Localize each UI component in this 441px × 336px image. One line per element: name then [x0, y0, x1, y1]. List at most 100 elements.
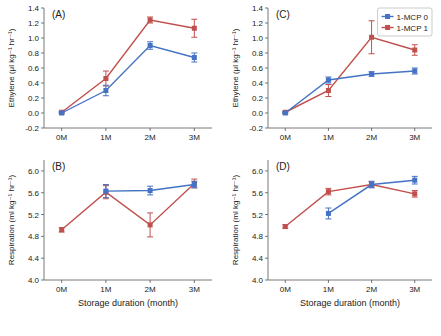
y-tick-label: 5.6	[28, 189, 40, 198]
y-tick-label: 0.2	[28, 94, 40, 103]
error-bar	[412, 191, 418, 198]
y-tick-label: -0.2	[249, 124, 263, 133]
marker	[369, 72, 374, 77]
series	[282, 182, 417, 229]
x-tick-label: 1M	[323, 133, 334, 142]
y-tick-label: 4.0	[252, 276, 264, 285]
series-line	[62, 183, 195, 229]
panel-label: (B)	[52, 161, 65, 172]
x-tick	[414, 280, 415, 283]
y-tick	[41, 98, 44, 99]
error-bar	[369, 72, 375, 77]
x-tick-label: 1M	[323, 285, 334, 294]
y-tick	[265, 38, 268, 39]
series	[59, 17, 198, 115]
error-bar	[369, 21, 375, 54]
y-tick	[265, 258, 268, 259]
error-bar	[147, 186, 153, 195]
series	[103, 181, 197, 197]
marker	[283, 110, 288, 115]
marker	[59, 227, 64, 232]
marker	[148, 222, 153, 227]
y-tick-label: 1.2	[252, 19, 264, 28]
y-tick	[265, 170, 268, 171]
error-bar	[325, 188, 331, 195]
y-tick	[265, 214, 268, 215]
y-tick-label: 4.0	[28, 276, 40, 285]
series-line	[285, 37, 414, 112]
x-tick-label: 3M	[189, 133, 200, 142]
error-bar	[412, 68, 418, 74]
x-tick-label: 0M	[280, 133, 291, 142]
plot-area	[59, 17, 198, 116]
y-tick-label: 0.0	[252, 109, 264, 118]
y-tick-label: 0.4	[28, 79, 40, 88]
marker	[369, 35, 374, 40]
y-tick-label: 0.4	[252, 79, 264, 88]
x-tick-label: 0M	[56, 285, 67, 294]
marker	[103, 76, 108, 81]
marker	[192, 182, 197, 187]
x-tick	[285, 280, 286, 283]
x-tick	[371, 128, 372, 131]
marker	[148, 188, 153, 193]
y-tick	[41, 83, 44, 84]
y-tick	[265, 236, 268, 237]
panel-label: (D)	[276, 161, 290, 172]
marker	[412, 48, 417, 53]
error-bar	[325, 77, 331, 83]
x-axis-label: Storage duration (month)	[300, 298, 400, 308]
x-tick-label: 1M	[100, 133, 111, 142]
y-tick-label: 1.4	[252, 4, 264, 13]
y-tick	[41, 280, 44, 281]
x-tick	[150, 280, 151, 283]
x-axis-line	[268, 280, 432, 281]
y-tick-label: 1.0	[28, 34, 40, 43]
x-tick-label: 0M	[56, 133, 67, 142]
error-bar	[325, 208, 331, 219]
y-tick	[265, 128, 268, 129]
x-tick	[328, 280, 329, 283]
marker	[326, 189, 331, 194]
panel-label: (C)	[276, 9, 290, 20]
legend-marker	[385, 25, 390, 30]
y-tick-label: 4.8	[252, 232, 264, 241]
panel: 4.04.44.85.25.66.00M1M2M3MRespiration (m…	[7, 160, 212, 308]
series-line	[328, 180, 414, 213]
y-tick	[265, 23, 268, 24]
error-bar	[191, 53, 197, 62]
series	[59, 179, 198, 237]
y-tick-label: -0.2	[25, 124, 39, 133]
error-bar	[147, 213, 153, 237]
error-bar	[191, 181, 197, 188]
x-tick-label: 3M	[409, 285, 420, 294]
panel: -0.20.00.20.40.60.81.01.21.40M1M2M3MEthy…	[7, 4, 212, 142]
x-tick-label: 1M	[100, 285, 111, 294]
x-tick-label: 0M	[280, 285, 291, 294]
x-tick	[194, 280, 195, 283]
error-bar	[191, 179, 197, 188]
series-line	[62, 46, 195, 114]
marker	[192, 55, 197, 60]
y-tick	[265, 98, 268, 99]
legend-label: 1-MCP 1	[397, 24, 429, 33]
series	[59, 42, 198, 116]
error-bar	[412, 176, 418, 184]
x-tick	[414, 128, 415, 131]
y-tick-label: 6.0	[252, 167, 264, 176]
y-tick	[41, 38, 44, 39]
marker	[283, 224, 288, 229]
y-axis-line	[268, 160, 269, 280]
x-tick	[194, 128, 195, 131]
y-tick	[41, 236, 44, 237]
y-tick	[41, 68, 44, 69]
y-tick-label: 1.2	[28, 19, 40, 28]
x-tick	[61, 280, 62, 283]
y-tick-label: 0.0	[28, 109, 40, 118]
y-tick	[265, 83, 268, 84]
y-tick-label: 1.4	[28, 4, 40, 13]
marker	[103, 189, 108, 194]
marker	[326, 78, 331, 83]
x-axis-line	[44, 128, 212, 129]
x-tick	[150, 128, 151, 131]
